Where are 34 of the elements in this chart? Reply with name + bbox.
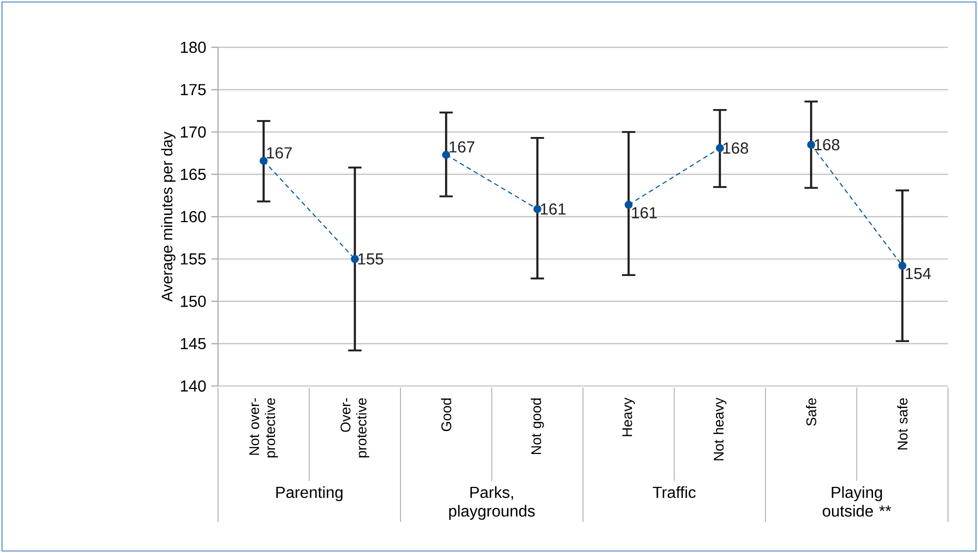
data-label: 161 [540, 203, 566, 215]
data-label: 168 [723, 142, 748, 154]
y-tick-label: 160 [180, 211, 206, 222]
y-tick-label: 180 [180, 42, 206, 53]
data-label: 161 [632, 207, 657, 218]
x-tick-label: Over-protective [340, 398, 370, 458]
x-tick-label: Not over-protective [249, 398, 278, 458]
text: Playing outside ** [822, 486, 892, 517]
y-tick-label: 175 [180, 84, 206, 96]
text: Traffic [652, 486, 696, 498]
data-label: 167 [450, 141, 474, 153]
x-tick-label: Good [440, 398, 452, 432]
data-label: 154 [906, 268, 931, 280]
x-tick-label: Not safe [897, 398, 908, 450]
y-tick-label: 145 [180, 338, 206, 350]
text: Parks, playgrounds [449, 486, 535, 520]
y-tick-label: 170 [180, 126, 206, 138]
x-tick-label: Heavy [622, 398, 635, 436]
text: Parenting [276, 486, 342, 502]
y-axis-title: Average minutes per day [161, 132, 176, 302]
point [624, 200, 633, 209]
y-tick-label: 150 [180, 296, 206, 307]
y-tick-label: 165 [180, 168, 206, 180]
point [898, 262, 906, 270]
data-label: 155 [358, 253, 384, 265]
data-label: 167 [267, 147, 292, 159]
x-tick-label: Not heavy [713, 398, 726, 460]
data-label: 168 [814, 139, 840, 150]
x-tick-label: Safe [806, 398, 816, 426]
point [260, 156, 268, 165]
point [442, 150, 450, 159]
y-tick-label: 155 [180, 253, 206, 265]
x-tick-label: Not good [530, 398, 544, 454]
y-tick-label: 140 [180, 380, 206, 392]
